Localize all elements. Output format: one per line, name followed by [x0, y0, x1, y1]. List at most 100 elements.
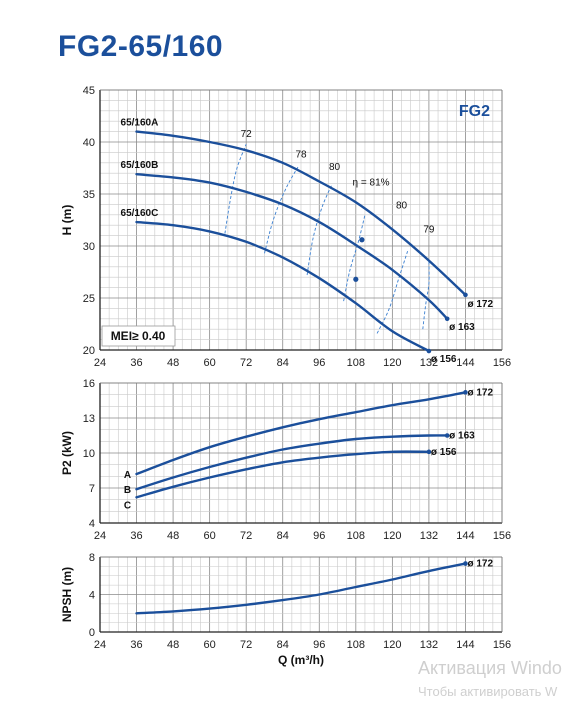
x-tick-label: 60 — [204, 530, 216, 542]
y-tick-label: 7 — [89, 483, 95, 495]
diameter-label: ø 156 — [431, 447, 457, 458]
diameter-label: ø 156 — [431, 354, 457, 365]
bep-point — [353, 276, 359, 282]
y-tick-label: 4 — [89, 518, 95, 530]
x-tick-label: 84 — [277, 357, 289, 369]
efficiency-label: 78 — [295, 150, 307, 161]
series-line — [135, 130, 467, 297]
efficiency-label: 79 — [423, 224, 435, 235]
x-tick-label: 48 — [167, 357, 179, 369]
series-label: 65/160C — [121, 208, 159, 219]
y-tick-label: 13 — [83, 413, 95, 425]
efficiency-label: 80 — [396, 201, 408, 212]
mei-badge-box — [101, 325, 176, 347]
y-tick-label: 45 — [83, 85, 95, 97]
diameter-label: ø 163 — [449, 431, 475, 442]
series-line — [135, 434, 449, 491]
x-tick-label: 36 — [130, 530, 142, 542]
series-line — [135, 173, 449, 320]
series-label: 65/160B — [121, 160, 159, 171]
series-end-marker — [426, 348, 432, 354]
series-label: C — [124, 500, 131, 511]
x-tick-label: 24 — [94, 357, 106, 369]
x-tick-label: 156 — [493, 639, 511, 651]
series-end-marker — [426, 449, 432, 455]
diameter-label: ø 172 — [467, 299, 493, 310]
y-tick-label: 40 — [83, 137, 95, 149]
series-line — [135, 220, 431, 353]
x-tick-label: 144 — [456, 639, 474, 651]
diameter-label: ø 172 — [467, 559, 493, 570]
x-tick-label: 132 — [420, 639, 438, 651]
series-label: B — [124, 485, 131, 496]
y-tick-label: 20 — [83, 345, 95, 357]
series-end-marker — [444, 316, 450, 322]
x-tick-label: 120 — [383, 639, 401, 651]
x-tick-label: 60 — [204, 639, 216, 651]
x-tick-label: 60 — [204, 357, 216, 369]
x-tick-label: 108 — [347, 639, 365, 651]
x-tick-label: 48 — [167, 530, 179, 542]
series-label: 65/160A — [121, 118, 159, 129]
efficiency-line — [343, 214, 366, 302]
x-tick-label: 108 — [347, 530, 365, 542]
x-tick-label: 120 — [383, 357, 401, 369]
y-axis-title: H (m) — [60, 205, 74, 236]
diameter-label: ø 172 — [467, 387, 493, 398]
chart-panel-1: 24 36 48 60 72 84 96 108 120 132 144 156 20 25 30 35 40 4… — [60, 85, 511, 369]
x-axis-title: Q (m³/h) — [278, 653, 324, 667]
series-line — [135, 562, 467, 615]
y-tick-label: 16 — [83, 378, 95, 390]
x-tick-label: 156 — [493, 530, 511, 542]
chart-panel-2: 24 36 48 60 72 84 96 108 120 132 144 156 4 7 10 13 16 P2 … — [60, 378, 511, 542]
x-tick-label: 108 — [347, 357, 365, 369]
x-tick-label: 72 — [240, 639, 252, 651]
y-tick-label: 10 — [83, 448, 95, 460]
efficiency-label: 72 — [241, 129, 253, 140]
y-tick-label: 0 — [89, 627, 95, 639]
x-tick-label: 120 — [383, 530, 401, 542]
bep-point — [359, 237, 365, 243]
x-tick-label: 24 — [94, 639, 106, 651]
x-tick-label: 48 — [167, 639, 179, 651]
x-tick-label: 84 — [277, 639, 289, 651]
efficiency-label: 80 — [329, 162, 341, 173]
efficiency-line — [224, 143, 247, 234]
efficiency-label: η = 81% — [353, 178, 390, 189]
diameter-label: ø 163 — [449, 322, 475, 333]
series-end-marker — [444, 433, 450, 438]
y-tick-label: 8 — [89, 552, 95, 564]
series-end-marker — [463, 292, 468, 298]
y-axis-title: P2 (kW) — [60, 431, 74, 475]
series-family-tag: FG2 — [459, 103, 490, 120]
y-axis-title: NPSH (m) — [60, 567, 74, 622]
x-tick-label: 72 — [240, 357, 252, 369]
series-line — [135, 391, 467, 476]
series-label: A — [124, 470, 131, 481]
efficiency-line — [422, 261, 430, 330]
x-tick-label: 156 — [493, 357, 511, 369]
x-tick-label: 72 — [240, 530, 252, 542]
x-tick-label: 96 — [313, 357, 325, 369]
y-tick-label: 35 — [83, 189, 95, 201]
windows-activation-watermark: Активация Windo — [418, 658, 562, 678]
page-title: FG2-65/160 — [58, 30, 224, 63]
series-line — [135, 450, 431, 499]
x-tick-label: 144 — [456, 530, 474, 542]
x-tick-label: 96 — [313, 530, 325, 542]
series-end-marker — [463, 561, 468, 566]
x-tick-label: 84 — [277, 530, 289, 542]
efficiency-line — [376, 251, 409, 334]
x-tick-label: 132 — [420, 357, 438, 369]
x-tick-label: 36 — [130, 357, 142, 369]
x-tick-label: 144 — [456, 357, 474, 369]
x-tick-label: 24 — [94, 530, 106, 542]
y-tick-label: 4 — [89, 590, 95, 602]
x-tick-label: 36 — [130, 639, 142, 651]
windows-activation-watermark-subtitle: Чтобы активировать W — [418, 684, 558, 699]
mei-badge: MEI≥ 0.40 — [111, 329, 166, 343]
x-tick-label: 132 — [420, 530, 438, 542]
y-tick-label: 25 — [83, 293, 95, 305]
